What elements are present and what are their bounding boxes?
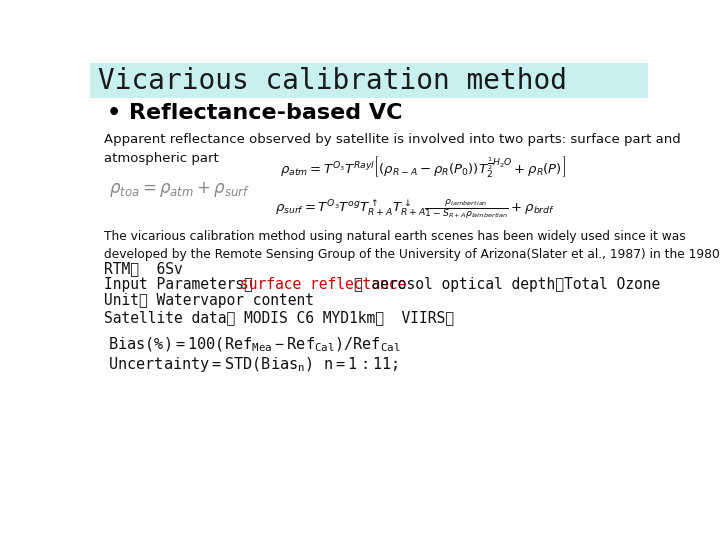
Text: Unit； Watervapor content: Unit； Watervapor content [104, 294, 314, 308]
Text: Apparent reflectance observed by satellite is involved into two parts: surface p: Apparent reflectance observed by satelli… [104, 132, 680, 165]
Text: RTM：  6Sv: RTM： 6Sv [104, 261, 183, 276]
Text: $\rho_{atm}=T^{O_3}T^{Rayl}\left[(\rho_{R-A}-\rho_R(P_0))T^{\frac{1}{2}H_2O}_2+\: $\rho_{atm}=T^{O_3}T^{Rayl}\left[(\rho_{… [280, 154, 567, 179]
Text: Vicarious calibration method: Vicarious calibration method [98, 67, 567, 95]
Text: ； aerosol optical depth；Total Ozone: ； aerosol optical depth；Total Ozone [354, 278, 660, 292]
Text: The vicarious calibration method using natural earth scenes has been widely used: The vicarious calibration method using n… [104, 230, 720, 261]
Text: $\mathtt{Uncertainty=STD(Bias_n)\ \ n=1:11;}$: $\mathtt{Uncertainty=STD(Bias_n)\ \ n=1:… [108, 355, 398, 374]
Text: $\rho_{surf}=T^{O_3}T^{og}T^{\uparrow}_{R+A}T^{\downarrow}_{R+A}\frac{\rho_{lamb: $\rho_{surf}=T^{O_3}T^{og}T^{\uparrow}_{… [276, 197, 556, 220]
Text: surface reflectance: surface reflectance [240, 278, 406, 292]
Text: $\mathtt{Bias(\%)=100(Ref_{Mea}-Ref_{Cal})/Ref_{Cal}}$: $\mathtt{Bias(\%)=100(Ref_{Mea}-Ref_{Cal… [108, 336, 400, 354]
Text: $\rho_{toa}=\rho_{atm}+\rho_{surf}$: $\rho_{toa}=\rho_{atm}+\rho_{surf}$ [109, 180, 250, 199]
Text: Satellite data； MODIS C6 MYD1km；  VIIRS；: Satellite data； MODIS C6 MYD1km； VIIRS； [104, 309, 454, 325]
FancyBboxPatch shape [90, 63, 648, 98]
Text: Input Parameters：: Input Parameters： [104, 278, 261, 292]
Text: • Reflectance-based VC: • Reflectance-based VC [107, 103, 402, 123]
